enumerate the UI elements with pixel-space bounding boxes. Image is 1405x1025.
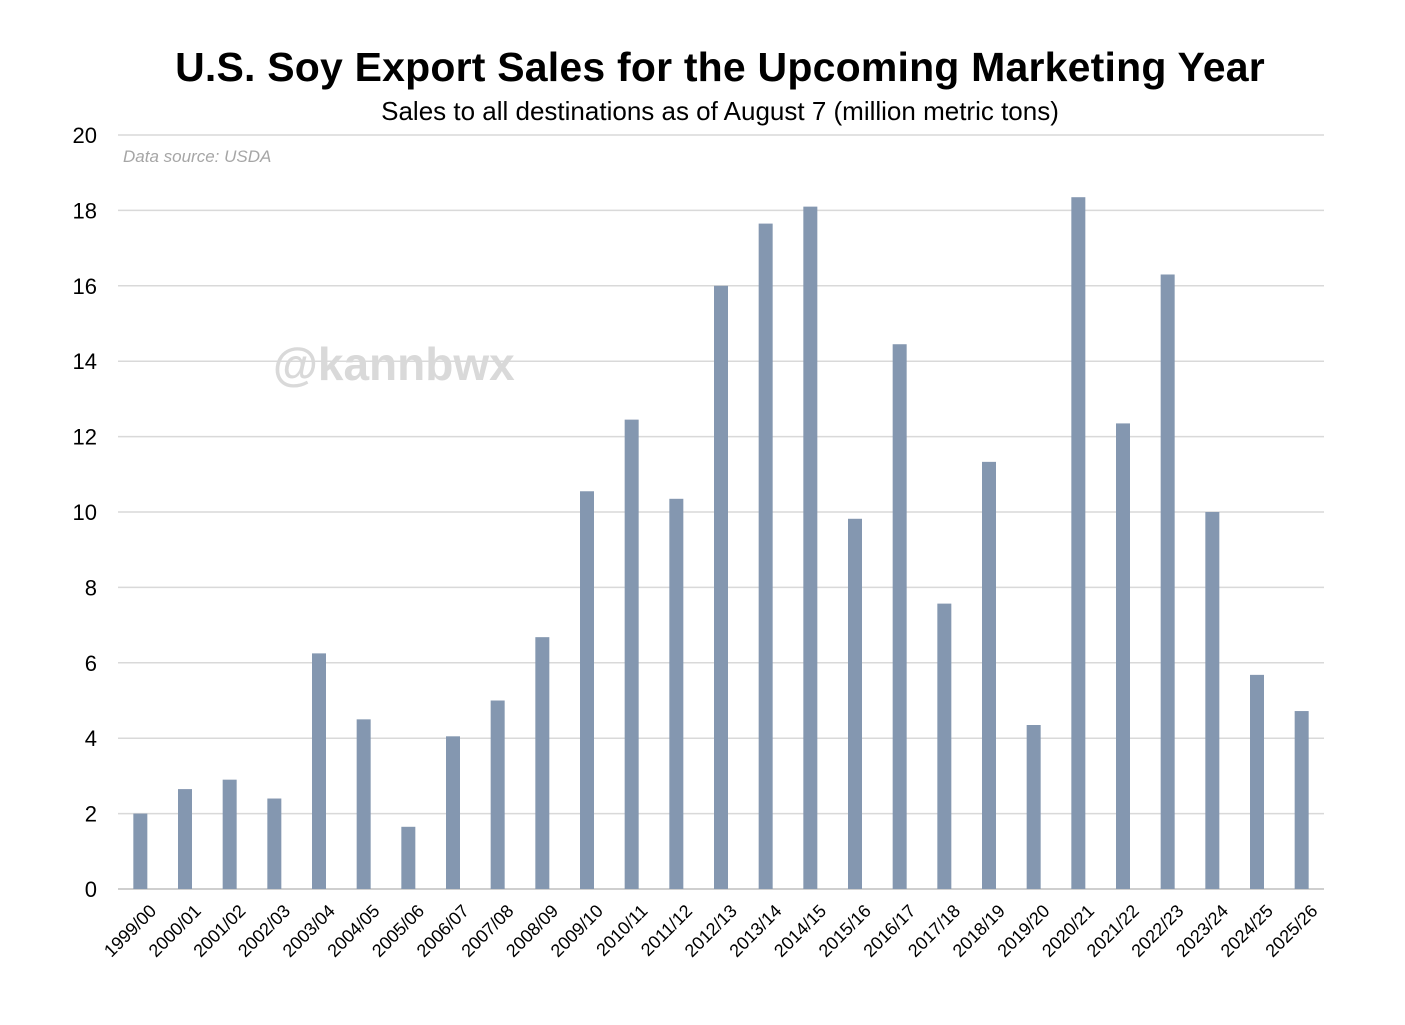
bar-2003-04 (312, 653, 326, 889)
y-tick-label: 6 (85, 651, 97, 676)
bar-2025-26 (1294, 711, 1309, 889)
bar-2014-15 (803, 206, 818, 889)
y-tick-label: 4 (85, 726, 97, 751)
y-tick-label: 20 (73, 123, 97, 148)
y-tick-label: 10 (73, 500, 97, 525)
watermark: @kannbwx (273, 338, 515, 390)
bar-2016-17 (892, 344, 907, 889)
bar-2015-16 (848, 518, 862, 889)
y-tick-label: 12 (73, 425, 97, 450)
bar-2018-19 (982, 461, 996, 889)
bar-2019-20 (1026, 725, 1041, 889)
y-tick-label: 8 (85, 575, 97, 600)
chart-subtitle: Sales to all destinations as of August 7… (381, 96, 1059, 126)
bar-2017-18 (937, 603, 952, 889)
bars (133, 197, 1309, 890)
bar-2004-05 (356, 719, 371, 889)
bar-2010-11 (624, 419, 639, 889)
bar-1999-00 (133, 813, 148, 889)
y-axis: 0 2 4 6 8 10 12 14 16 18 20 (73, 123, 97, 902)
bar-2023-24 (1205, 512, 1220, 889)
y-tick-label: 14 (73, 349, 97, 374)
x-axis: 1999/002000/012001/022002/032003/042004/… (100, 901, 1321, 961)
bar-2011-12 (669, 498, 684, 889)
bar-2022-23 (1160, 274, 1175, 889)
y-tick-label: 18 (73, 198, 97, 223)
bar-2002-03 (267, 798, 282, 889)
bar-2001-02 (222, 779, 237, 889)
bar-2020-21 (1071, 197, 1086, 889)
bar-2006-07 (446, 736, 460, 889)
y-tick-label: 0 (85, 877, 97, 902)
bar-2008-09 (535, 637, 550, 889)
bar-2021-22 (1116, 423, 1130, 889)
bar-2013-14 (758, 223, 773, 890)
data-source-note: Data source: USDA (123, 147, 271, 166)
bar-2009-10 (580, 491, 594, 889)
bar-2000-01 (178, 789, 192, 889)
y-tick-label: 2 (85, 802, 97, 827)
y-tick-label: 16 (73, 274, 97, 299)
bar-2024-25 (1250, 674, 1264, 889)
bar-2005-06 (401, 826, 416, 889)
bar-2012-13 (714, 285, 728, 889)
chart-title: U.S. Soy Export Sales for the Upcoming M… (175, 44, 1265, 90)
bar-2007-08 (490, 700, 505, 889)
